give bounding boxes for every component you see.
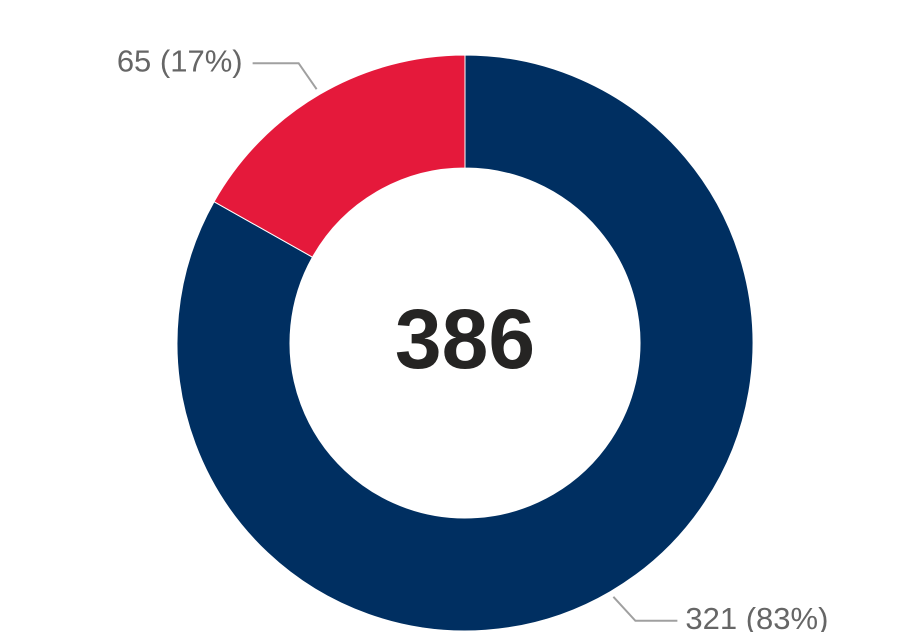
center-label: 386 (395, 292, 535, 386)
donut-segment (213, 54, 466, 258)
donut-segment (176, 54, 754, 632)
leader-line (252, 62, 318, 90)
value-label: 321 (83%) (685, 601, 828, 632)
value-label: 65 (17%) (117, 43, 243, 78)
leader-line (612, 596, 678, 622)
